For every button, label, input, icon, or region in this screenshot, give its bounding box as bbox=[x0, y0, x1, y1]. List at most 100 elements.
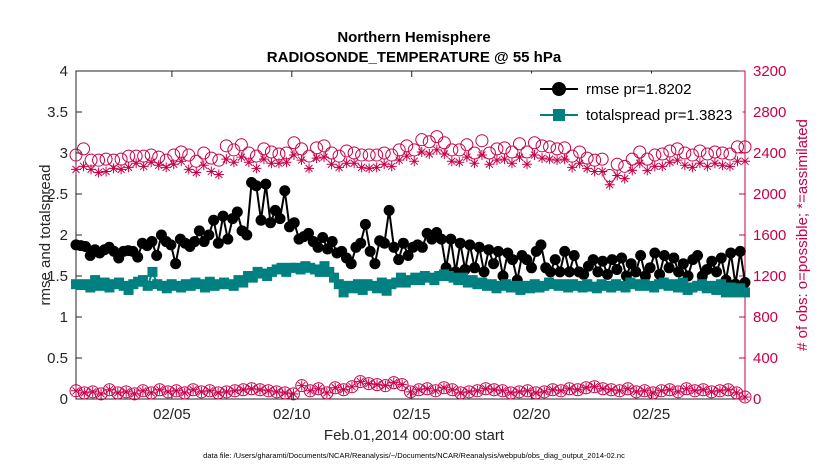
obs-assimilated-point bbox=[146, 157, 157, 168]
obs-assimilated-point bbox=[204, 385, 215, 396]
obs-possible-point bbox=[377, 146, 391, 160]
rmse-point bbox=[701, 263, 713, 275]
spread-point bbox=[238, 277, 249, 288]
obs-assimilated-point bbox=[731, 387, 742, 398]
y-right-tick-label: 400 bbox=[753, 350, 778, 367]
rmse-point bbox=[274, 213, 286, 225]
rmse-point bbox=[469, 262, 481, 274]
rmse-point bbox=[725, 247, 737, 259]
obs-possible-point bbox=[355, 148, 369, 162]
obs-possible-point bbox=[633, 145, 647, 159]
rmse-point bbox=[734, 245, 746, 257]
rmse-point bbox=[611, 263, 623, 275]
rmse-point bbox=[364, 245, 376, 257]
obs-assimilated-point bbox=[313, 383, 324, 394]
rmse-point bbox=[483, 244, 495, 256]
obs-assimilated-point bbox=[206, 166, 217, 177]
rmse-point bbox=[692, 250, 704, 261]
rmse-point bbox=[706, 255, 718, 267]
obs-possible-point bbox=[378, 379, 392, 393]
obs-assimilated-point bbox=[79, 387, 90, 398]
obs-assimilated-point bbox=[698, 384, 709, 395]
obs-assimilated-point bbox=[334, 162, 345, 173]
obs-assimilated-point bbox=[101, 166, 112, 177]
spread-point bbox=[381, 285, 392, 296]
y-right-tick-label: 0 bbox=[753, 391, 761, 408]
spread-point bbox=[338, 287, 349, 298]
rmse-point bbox=[217, 210, 229, 222]
rmse-point bbox=[464, 239, 476, 251]
rmse-point bbox=[250, 180, 262, 192]
obs-assimilated-point bbox=[574, 158, 585, 169]
rmse-point bbox=[265, 217, 277, 229]
obs-possible-point bbox=[452, 143, 466, 157]
obs-assimilated-point bbox=[454, 157, 465, 168]
obs-assimilated-point bbox=[589, 166, 600, 177]
rmse-point bbox=[326, 236, 338, 248]
obs-assimilated-point bbox=[338, 384, 349, 395]
obs-assimilated-point bbox=[386, 161, 397, 172]
obs-assimilated-point bbox=[657, 161, 668, 172]
obs-assimilated-point bbox=[714, 385, 725, 396]
rmse-point bbox=[416, 241, 428, 253]
rmse-point bbox=[402, 250, 414, 261]
obs-assimilated-point bbox=[612, 170, 623, 181]
y-tick-label: 3 bbox=[60, 145, 68, 162]
obs-possible-point bbox=[286, 387, 300, 401]
obs-assimilated-point bbox=[547, 384, 558, 395]
rmse-point bbox=[212, 237, 224, 249]
rmse-point bbox=[302, 227, 314, 239]
obs-assimilated-point bbox=[394, 155, 405, 166]
obs-assimilated-point bbox=[346, 381, 357, 392]
rmse-point bbox=[507, 254, 519, 266]
rmse-point bbox=[592, 266, 604, 278]
obs-assimilated-point bbox=[639, 385, 650, 396]
obs-assimilated-point bbox=[196, 386, 207, 397]
obs-possible-point bbox=[512, 137, 526, 151]
obs-assimilated-point bbox=[280, 387, 291, 398]
rmse-point bbox=[359, 218, 371, 230]
obs-assimilated-point bbox=[469, 158, 480, 169]
series-obs_assimilated bbox=[71, 144, 750, 190]
series-rmse bbox=[70, 177, 751, 290]
obs-assimilated-point bbox=[258, 154, 269, 165]
obs-assimilated-point bbox=[622, 383, 633, 394]
obs-assimilated-point bbox=[506, 158, 517, 169]
obs-possible-point bbox=[437, 136, 451, 150]
obs-assimilated-point bbox=[176, 156, 187, 167]
obs-assimilated-point bbox=[129, 388, 140, 399]
obs-assimilated-point bbox=[311, 153, 322, 164]
obs-assimilated-point bbox=[604, 179, 615, 190]
obs-assimilated-point bbox=[706, 386, 717, 397]
obs-assimilated-point bbox=[476, 150, 487, 161]
rmse-point bbox=[435, 233, 447, 245]
rmse-point bbox=[170, 258, 182, 270]
obs-possible-point bbox=[249, 149, 263, 163]
obs-assimilated-point bbox=[589, 381, 600, 392]
y-tick-label: 2 bbox=[60, 227, 68, 244]
spread-point bbox=[142, 280, 153, 291]
obs-assimilated-point bbox=[71, 164, 81, 175]
obs-assimilated-point bbox=[254, 384, 265, 395]
obs-assimilated-point bbox=[179, 387, 190, 398]
obs-assimilated-point bbox=[709, 158, 720, 169]
obs-assimilated-point bbox=[627, 165, 638, 176]
spread-point bbox=[357, 284, 368, 295]
obs-assimilated-point bbox=[505, 387, 516, 398]
rmse-point bbox=[616, 252, 628, 264]
rmse-point bbox=[488, 258, 500, 270]
obs-assimilated-point bbox=[161, 162, 172, 173]
obs-assimilated-point bbox=[724, 161, 735, 172]
obs-assimilated-point bbox=[238, 384, 249, 395]
obs-assimilated-point bbox=[104, 384, 115, 395]
obs-assimilated-point bbox=[221, 154, 232, 165]
obs-possible-point bbox=[520, 145, 534, 159]
rmse-point bbox=[369, 258, 381, 270]
rmse-point bbox=[492, 245, 504, 257]
y-right-tick-label: 1200 bbox=[753, 268, 786, 285]
obs-possible-point bbox=[738, 140, 752, 154]
legend-spread-label: totalspread pr=1.3823 bbox=[586, 107, 732, 124]
obs-assimilated-point bbox=[480, 383, 491, 394]
obs-assimilated-point bbox=[544, 154, 555, 165]
obs-assimilated-point bbox=[171, 385, 182, 396]
